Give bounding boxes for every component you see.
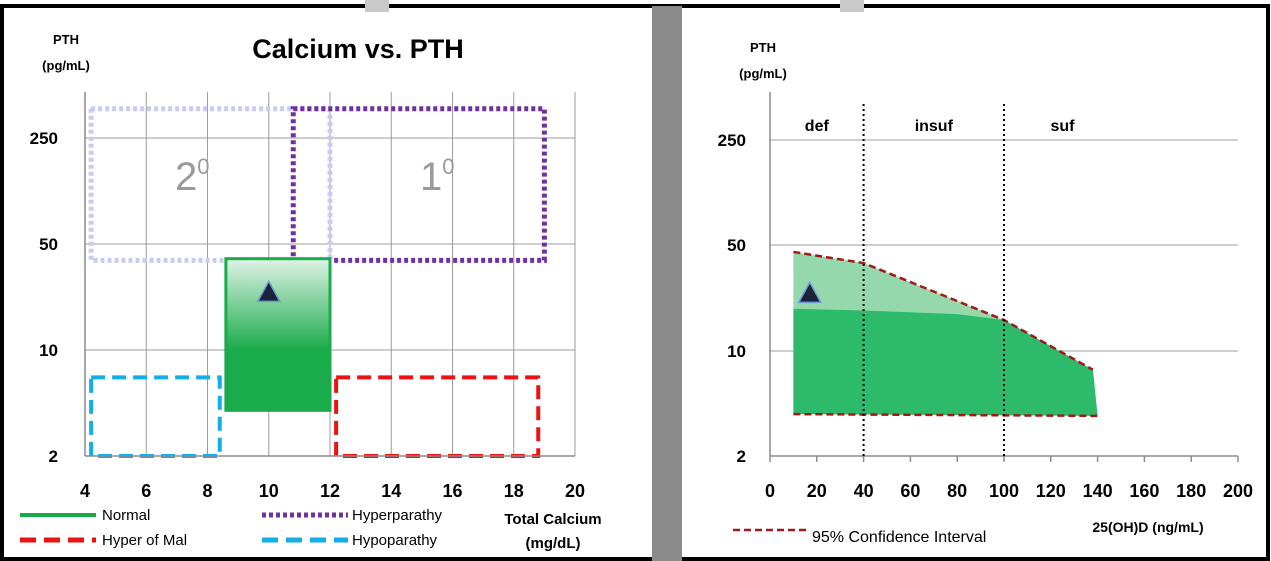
legend-label: Hyperparathy — [352, 507, 443, 524]
zone-label: def — [805, 118, 830, 135]
y-tick-label: 10 — [727, 342, 746, 361]
x-tick-label: 80 — [947, 481, 967, 501]
y-tick-label: 50 — [39, 235, 58, 254]
x-axis-label-line1: Total Calcium — [504, 511, 601, 528]
x-tick-label: 20 — [565, 481, 585, 501]
region-hypoparathy — [89, 375, 222, 459]
x-tick-label: 40 — [854, 481, 874, 501]
lower-ci-line — [793, 412, 1098, 418]
region-labels: 20 10 — [175, 154, 455, 199]
data-points — [256, 279, 282, 303]
triangle-marker — [256, 279, 282, 303]
x-axis-label: 25(OH)D (ng/mL) — [1092, 519, 1203, 535]
area-dark — [793, 308, 1098, 416]
x-tick-label: 20 — [807, 481, 827, 501]
zone-label: insuf — [915, 118, 954, 135]
x-tick-labels: 0 20 40 60 80 100 120 140 160 180 200 — [765, 481, 1253, 501]
y-axis-label-line2: (pg/mL) — [42, 58, 90, 73]
x-tick-label: 160 — [1129, 481, 1159, 501]
legend-label: Normal — [102, 507, 150, 524]
legend-label: Hyper of Mal — [102, 532, 187, 549]
region-hyperparathy — [290, 106, 547, 263]
axes — [84, 92, 575, 457]
x-tick-label: 200 — [1223, 481, 1253, 501]
data-points — [797, 280, 823, 304]
calcium-pth-chart: Calcium vs. PTH PTH (pg/mL) Total Calciu… — [20, 32, 602, 552]
x-tick-label: 16 — [442, 481, 462, 501]
legend-label: Hypoparathy — [352, 532, 438, 549]
x-tick-label: 14 — [381, 481, 401, 501]
vitamin-d-pth-chart: PTH (pg/mL) 25(OH)D (ng/mL) def insuf suf … — [718, 40, 1253, 546]
x-tick-label: 120 — [1036, 481, 1066, 501]
regions — [88, 106, 547, 459]
top-tab-left — [365, 0, 389, 12]
legend: 95% Confidence Interval — [733, 528, 986, 546]
region-label: 20 — [175, 154, 210, 199]
top-tab-right — [840, 0, 864, 12]
chart-title: Calcium vs. PTH — [252, 34, 464, 64]
panel-divider — [652, 6, 682, 561]
x-tick-label: 10 — [259, 481, 279, 501]
y-axis-label-line2: (pg/mL) — [739, 66, 787, 81]
region-normal — [224, 257, 332, 412]
x-tick-label: 100 — [989, 481, 1019, 501]
zone-labels: def insuf suf — [805, 118, 1075, 135]
x-tick-label: 4 — [80, 481, 90, 501]
triangle-marker — [797, 280, 823, 304]
legend-label: 95% Confidence Interval — [812, 529, 986, 546]
figure-frame — [0, 4, 1270, 561]
x-tick-label: 12 — [320, 481, 340, 501]
y-tick-label: 250 — [718, 131, 746, 150]
y-tick-labels: 2 10 50 250 — [30, 129, 58, 466]
x-tick-label: 180 — [1176, 481, 1206, 501]
region-hyper-of-mal — [334, 375, 541, 459]
upper-ci-line — [793, 250, 1094, 371]
y-axis-label-line1: PTH — [750, 40, 776, 55]
x-tick-label: 0 — [765, 481, 775, 501]
x-tick-label: 140 — [1083, 481, 1113, 501]
x-tick-label: 18 — [504, 481, 524, 501]
confidence-area — [793, 250, 1098, 418]
y-tick-label: 250 — [30, 129, 58, 148]
x-axis-label-line2: (mg/dL) — [526, 535, 581, 552]
y-axis-label-line1: PTH — [53, 32, 79, 47]
y-tick-label: 50 — [727, 236, 746, 255]
region-secondary — [88, 106, 333, 263]
x-tick-label: 60 — [900, 481, 920, 501]
y-tick-labels: 2 10 50 250 — [718, 131, 746, 466]
y-tick-label: 2 — [49, 447, 58, 466]
x-tick-label: 8 — [202, 481, 212, 501]
x-tick-labels: 4 6 8 10 12 14 16 18 20 — [80, 481, 585, 501]
legend: Normal Hyperparathy Hyper of Mal Hypoparath… — [20, 507, 443, 549]
zone-dividers — [862, 104, 1005, 456]
zone-label: suf — [1051, 118, 1076, 135]
y-tick-label: 10 — [39, 341, 58, 360]
x-tick-label: 6 — [141, 481, 151, 501]
y-tick-label: 2 — [737, 447, 746, 466]
region-label: 10 — [420, 154, 455, 199]
